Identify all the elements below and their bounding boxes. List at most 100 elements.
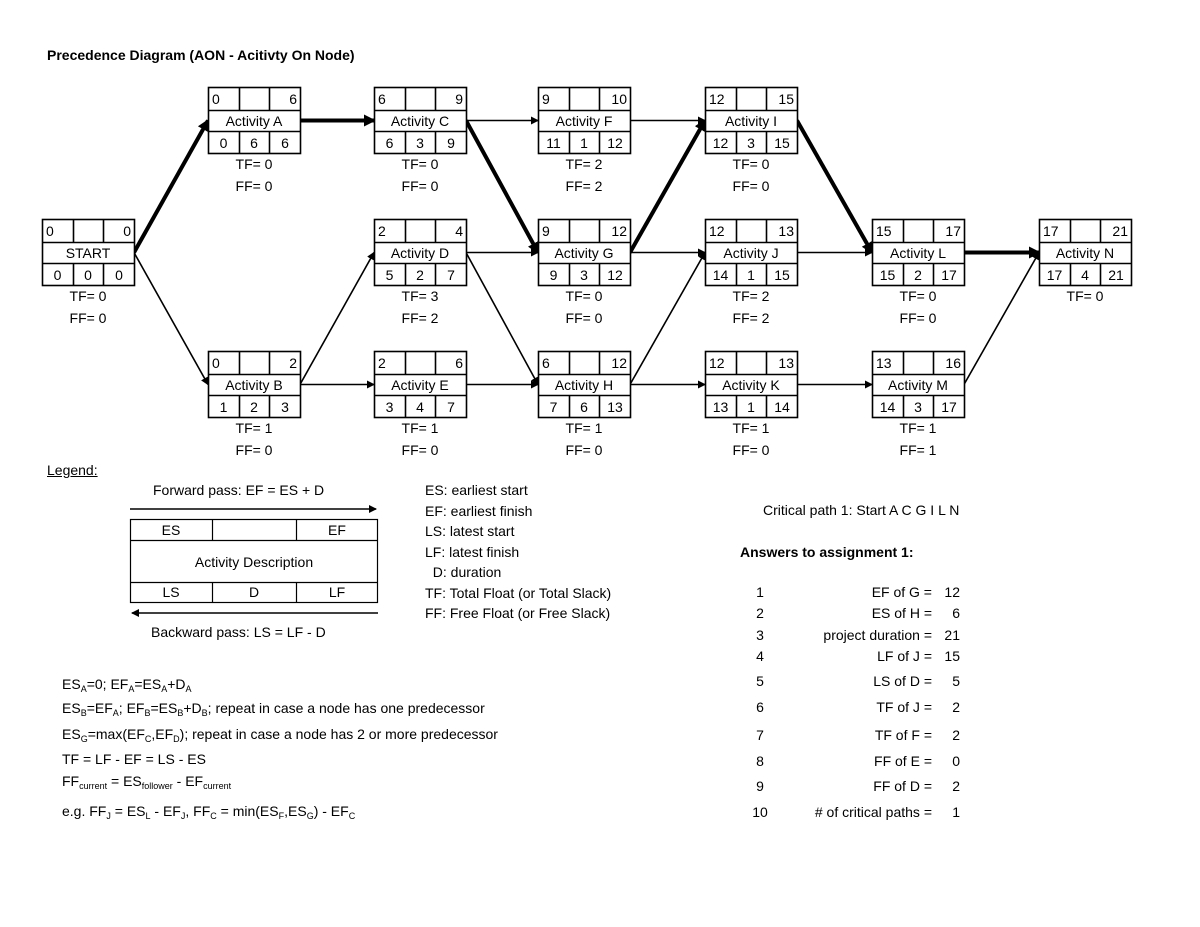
node-duration: 3 (914, 399, 922, 415)
formula-text: ; repeat in case a node has one predeces… (207, 700, 485, 716)
node-name: Activity A (226, 113, 283, 129)
answer-value: 1 (952, 804, 960, 820)
formula-subscript: A (112, 708, 119, 718)
node-total-float: TF= 3 (402, 288, 439, 304)
formula-text: +D (183, 700, 202, 716)
node-ef: 16 (945, 355, 961, 371)
node-ls: 6 (386, 135, 394, 151)
node-es: 6 (542, 355, 550, 371)
critical-arrow-c-g (464, 119, 540, 255)
definition-item: FF: Free Float (or Free Slack) (425, 605, 611, 621)
answer-value: 12 (944, 584, 960, 600)
node-ef: 12 (611, 223, 627, 239)
formula-text: ) - EF (313, 803, 349, 819)
formula-subscript: D (173, 734, 180, 744)
formula-line: ESA=0; EFA=ESA+DA (62, 676, 192, 694)
node-name: Activity I (725, 113, 777, 129)
legend-ls: LS (162, 584, 179, 600)
node-duration: 3 (747, 135, 755, 151)
formula-line: ESG=max(EFC,EFD); repeat in case a node … (62, 726, 498, 744)
answer-label: FF of D = (873, 778, 932, 794)
node-total-float: TF= 2 (733, 288, 770, 304)
formula-text: =EF (86, 700, 113, 716)
node-lf: 14 (774, 399, 790, 415)
critical-arrow-i-l (795, 119, 874, 255)
definition-item: D: duration (425, 564, 502, 580)
node-duration: 4 (416, 399, 424, 415)
answer-label: # of critical paths = (814, 804, 932, 820)
node-lf: 9 (447, 135, 455, 151)
formula-subscript: G (306, 811, 314, 821)
node-free-float: FF= 0 (402, 442, 439, 458)
formula-text: TF = LF - EF = LS - ES (62, 751, 206, 767)
node-ls: 11 (546, 135, 561, 151)
formula-subscript: J (180, 811, 186, 821)
formula-text: ,EF (151, 726, 174, 742)
node-total-float: TF= 1 (733, 420, 770, 436)
node-lf: 12 (607, 267, 623, 283)
forward-pass-label: Forward pass: EF = ES + D (153, 482, 325, 498)
formula-subscript: F (278, 811, 285, 821)
node-ls: 14 (880, 399, 896, 415)
formula-text: ,ES (284, 803, 307, 819)
formula-subscript: B (201, 708, 208, 718)
node-es: 13 (876, 355, 892, 371)
arrow-s-b (133, 252, 209, 386)
node-duration: 2 (914, 267, 922, 283)
node-name: Activity C (391, 113, 449, 129)
node-ef: 13 (778, 223, 794, 239)
formula-subscript: B (177, 708, 184, 718)
definition-item: TF: Total Float (or Total Slack) (425, 584, 612, 601)
node-es: 12 (709, 223, 725, 239)
node-es: 17 (1043, 223, 1059, 239)
node-c: 6 9 Activity C 6 3 9 TF= 0 FF= 0 (373, 86, 468, 194)
formula-text: =ES (150, 700, 178, 716)
arrow-m-n (963, 251, 1040, 385)
node-lf: 15 (774, 267, 790, 283)
formula-text: - EF (150, 803, 181, 819)
node-ls: 9 (550, 267, 558, 283)
node-duration: 6 (250, 135, 258, 151)
node-es: 9 (542, 223, 550, 239)
node-lf: 12 (607, 135, 623, 151)
formula-subscript: B (144, 708, 151, 718)
node-ls: 7 (550, 399, 558, 415)
answer-value: 5 (952, 673, 960, 689)
critical-arrow-s-a (132, 118, 210, 254)
node-es: 12 (709, 355, 725, 371)
node-lf: 15 (774, 135, 790, 151)
formula-text: =ES (134, 676, 162, 692)
formula-text: - EF (172, 773, 204, 789)
node-total-float: TF= 0 (900, 288, 937, 304)
node-ls: 5 (386, 267, 394, 283)
formula-subscript: L (145, 811, 151, 821)
node-duration: 1 (747, 399, 755, 415)
answer-number: 7 (756, 727, 764, 743)
formula-text: ES (62, 676, 81, 692)
legend-lf: LF (329, 584, 345, 600)
formula-subscript: follower (141, 781, 173, 791)
node-ef: 10 (611, 91, 627, 107)
node-ef: 12 (611, 355, 627, 371)
answer-number: 1 (756, 584, 764, 600)
answer-label: TF of J = (876, 699, 932, 715)
legend-activity-description: Activity Description (195, 554, 313, 570)
formula-subscript: C (210, 811, 217, 821)
node-es: 9 (542, 91, 550, 107)
node-d: 2 4 Activity D 5 2 7 TF= 3 FF= 2 (373, 218, 468, 326)
node-name: Activity N (1056, 245, 1114, 261)
answer-number: 4 (756, 648, 764, 664)
node-duration: 2 (416, 267, 424, 283)
node-total-float: TF= 0 (70, 288, 107, 304)
answer-label: EF of G = (871, 584, 932, 600)
node-free-float: FF= 0 (566, 442, 603, 458)
node-free-float: FF= 0 (402, 178, 439, 194)
node-name: Activity M (888, 377, 948, 393)
node-total-float: TF= 1 (236, 420, 273, 436)
node-total-float: TF= 0 (1067, 288, 1104, 304)
